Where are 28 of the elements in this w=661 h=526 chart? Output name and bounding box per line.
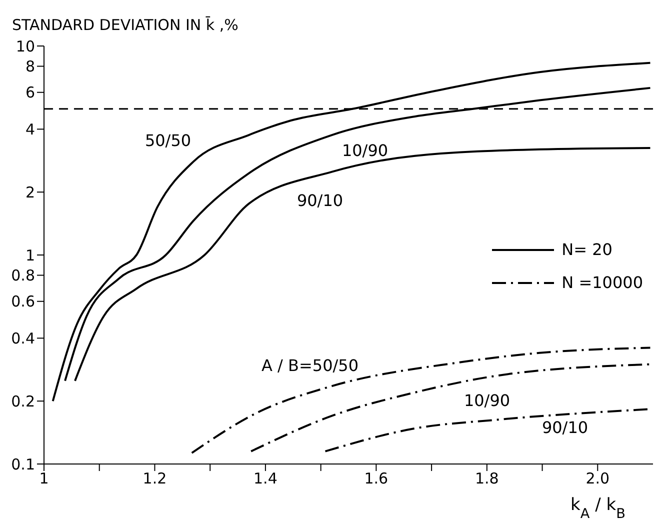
x-tick-label: 1.8 [474,470,499,488]
annotation: 10/90 [464,391,510,410]
legend-label: N= 20 [562,240,612,259]
annotation: 50/50 [144,131,192,150]
y-tick-label: 0.2 [11,392,35,410]
y-tick-label: 0.6 [11,292,35,311]
annotation: A / B=50/50 [262,356,358,375]
y-tick-label: 0.4 [11,329,35,348]
y-tick-label: 0.8 [11,266,35,285]
y-tick-label: 2 [25,183,35,202]
annotation: 90/10 [542,418,588,437]
line-series [190,346,652,454]
x-tick-label: 1 [39,470,49,488]
legend-label: N =10000 [562,273,643,292]
y-tick-label: 10 [16,37,35,56]
y-tick-label: 6 [25,84,35,102]
y-tick-label: 4 [25,120,35,138]
y-tick-label: 0.1 [11,455,35,474]
annotation: 90/10 [296,191,344,210]
x-tick-label: 2.0 [586,470,610,488]
y-axis-title: STANDARD DEVIATION IN k̄ ,% [12,15,238,34]
x-tick-label: 1.4 [254,470,278,488]
x-tick-label: 1.6 [364,470,388,488]
y-tick-label: 8 [25,58,35,76]
y-tick-label: 1 [25,246,35,264]
x-axis-title: k$_{A}$ / k$_{B}$ [570,495,626,522]
x-tick-label: 1.2 [142,470,167,488]
annotation: 10/90 [342,141,388,160]
